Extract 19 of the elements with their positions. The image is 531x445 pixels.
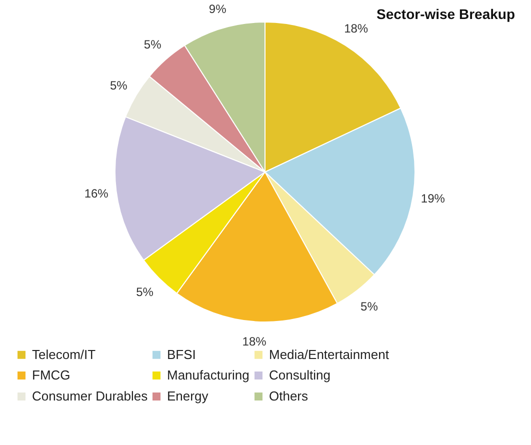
data-label: 5% <box>136 285 154 300</box>
data-label: 19% <box>420 192 446 206</box>
legend-label: FMCG <box>32 368 70 382</box>
legend-label: Manufacturing <box>167 368 250 382</box>
legend-label: Media/Entertainment <box>269 346 390 362</box>
data-label: 18% <box>344 21 368 36</box>
legend-label: Others <box>269 388 309 404</box>
chart-title: Sector-wise Breakup <box>376 6 515 22</box>
legend-label: Telecom/IT <box>32 346 96 362</box>
data-label: 5% <box>144 37 162 52</box>
data-label: 5% <box>360 299 378 314</box>
data-label: 16% <box>84 186 109 200</box>
legend-label: Energy <box>167 388 209 404</box>
data-label: 5% <box>110 78 128 92</box>
legend-label: BFSI <box>167 346 196 362</box>
data-label: 18% <box>242 334 267 349</box>
legend-label: Consulting <box>269 368 330 382</box>
legend-label: Consumer Durables <box>32 388 148 404</box>
data-label: 9% <box>208 2 227 16</box>
